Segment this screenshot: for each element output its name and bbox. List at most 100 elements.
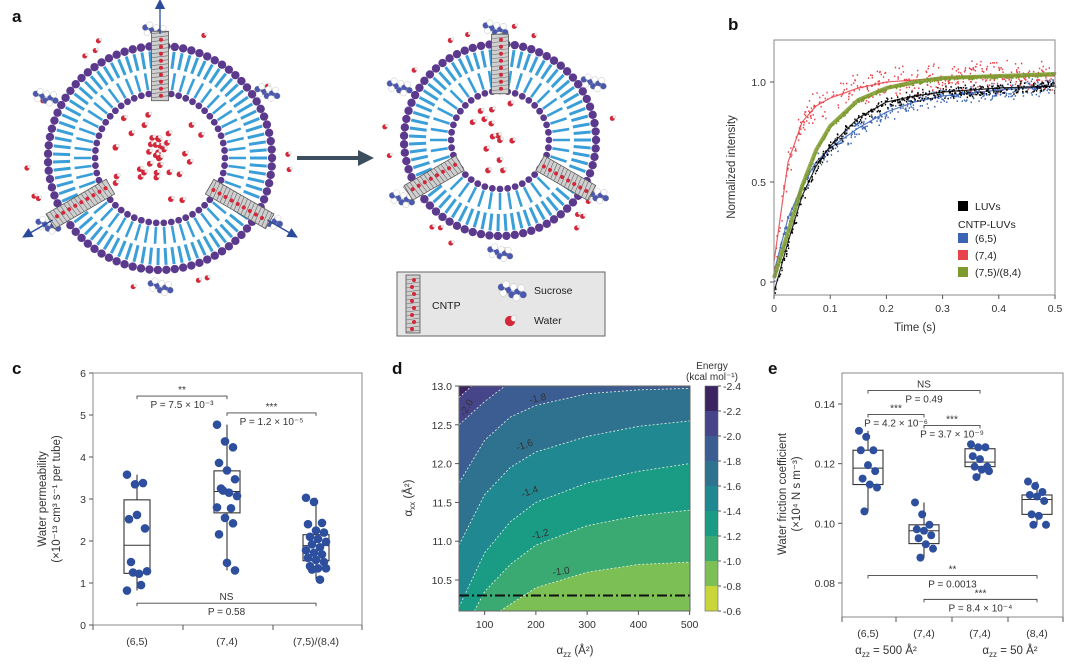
- b-point: [965, 86, 968, 89]
- lipid-tail: [170, 73, 177, 91]
- b-point: [831, 146, 833, 148]
- significance-bracket: [867, 413, 925, 418]
- lipid-tail: [442, 97, 458, 110]
- lipid-tail: [134, 75, 142, 93]
- cntp-water: [97, 189, 102, 194]
- b-point: [880, 101, 883, 103]
- b-point: [964, 84, 967, 87]
- cntp-water: [499, 44, 503, 49]
- b-point: [876, 70, 879, 73]
- lipid-tail: [457, 82, 470, 98]
- water-hydrogen: [149, 148, 153, 153]
- b-point: [897, 78, 899, 80]
- b-point: [781, 195, 783, 198]
- panel-b-chart: 0 0.1 0.2 0.3 0.4 0.500.51.0 Time (s) Normali…: [726, 39, 1062, 334]
- b-point: [971, 92, 973, 95]
- lipid-tail: [540, 200, 553, 217]
- b-point: [1032, 91, 1034, 93]
- b-ytick-label: 1.0: [751, 77, 766, 89]
- water-hydrogen: [207, 274, 211, 279]
- b-point: [856, 85, 859, 87]
- cntp-lattice: [66, 201, 78, 216]
- data-point: [873, 483, 881, 492]
- b-point: [991, 97, 993, 100]
- b-point: [802, 121, 805, 123]
- b-point: [872, 110, 874, 113]
- data-point: [976, 455, 984, 464]
- b-point: [927, 94, 929, 96]
- d-ytick-label: 11.5: [432, 497, 452, 509]
- b-point: [804, 128, 806, 131]
- significance-label: **: [178, 385, 186, 396]
- lipid-tail: [249, 148, 267, 153]
- b-point: [902, 98, 905, 101]
- water-hydrogen: [414, 67, 418, 71]
- b-point: [931, 73, 934, 76]
- b-point: [1005, 92, 1008, 95]
- cntp-lattice: [91, 187, 102, 202]
- cntp-water: [241, 205, 246, 210]
- b-point: [1040, 90, 1043, 92]
- b-point: [980, 97, 983, 99]
- b-point: [978, 89, 980, 92]
- b-point: [934, 105, 936, 108]
- b-point: [786, 252, 788, 255]
- cntp-lattice: [433, 168, 445, 183]
- b-point: [905, 91, 908, 94]
- b-point: [979, 91, 982, 94]
- b-point: [1044, 79, 1047, 82]
- b-point: [897, 76, 899, 78]
- lipid-head: [518, 180, 526, 188]
- lipid-tail: [54, 173, 72, 180]
- b-point: [926, 103, 929, 105]
- lipid-tail: [415, 103, 433, 113]
- b-point: [1040, 87, 1042, 89]
- lipid-tail: [444, 198, 457, 214]
- b-point: [848, 127, 850, 130]
- lipid-head: [195, 258, 204, 268]
- b-point: [897, 101, 899, 104]
- b-point: [870, 74, 872, 76]
- panel-label-c: c: [12, 359, 21, 378]
- lipid-tail: [450, 202, 463, 219]
- b-point: [784, 233, 786, 236]
- b-point: [922, 88, 924, 91]
- lipid-head: [431, 207, 441, 216]
- sucrose-atom: [502, 280, 510, 288]
- b-point: [799, 133, 802, 136]
- b-point: [844, 133, 847, 136]
- lipid-tail: [488, 213, 494, 231]
- b-point: [895, 92, 897, 94]
- water-hydrogen: [493, 133, 497, 137]
- cntp-lattice: [550, 163, 558, 180]
- data-point: [309, 548, 319, 558]
- b-point: [885, 89, 888, 92]
- lipid-tail: [536, 89, 551, 104]
- p-value: P = 4.2 × 10⁻⁶: [864, 418, 928, 429]
- cntp-water: [91, 193, 96, 198]
- b-point: [859, 119, 862, 121]
- b-point: [1049, 89, 1051, 91]
- b-point: [1010, 79, 1012, 81]
- lipid-head: [112, 257, 121, 266]
- b-point: [992, 89, 994, 91]
- b-point: [806, 178, 809, 181]
- cntp-water: [217, 191, 222, 196]
- lipid-tail: [178, 223, 186, 241]
- lipid-tail: [140, 246, 147, 264]
- lipid-head: [137, 92, 145, 100]
- b-point: [846, 88, 848, 90]
- colorbar-tick-label: -0.8: [723, 581, 741, 593]
- data-point: [321, 537, 331, 547]
- water-hydrogen: [34, 193, 38, 197]
- b-point: [1034, 83, 1037, 85]
- lipid-head: [112, 50, 121, 59]
- water-hydrogen: [152, 134, 157, 139]
- b-point: [928, 90, 931, 93]
- b-point: [940, 96, 942, 98]
- b-point: [897, 111, 899, 113]
- cntp-tube: [491, 32, 509, 95]
- b-point: [908, 97, 910, 99]
- water-hydrogen: [510, 100, 515, 104]
- b-point: [893, 75, 896, 78]
